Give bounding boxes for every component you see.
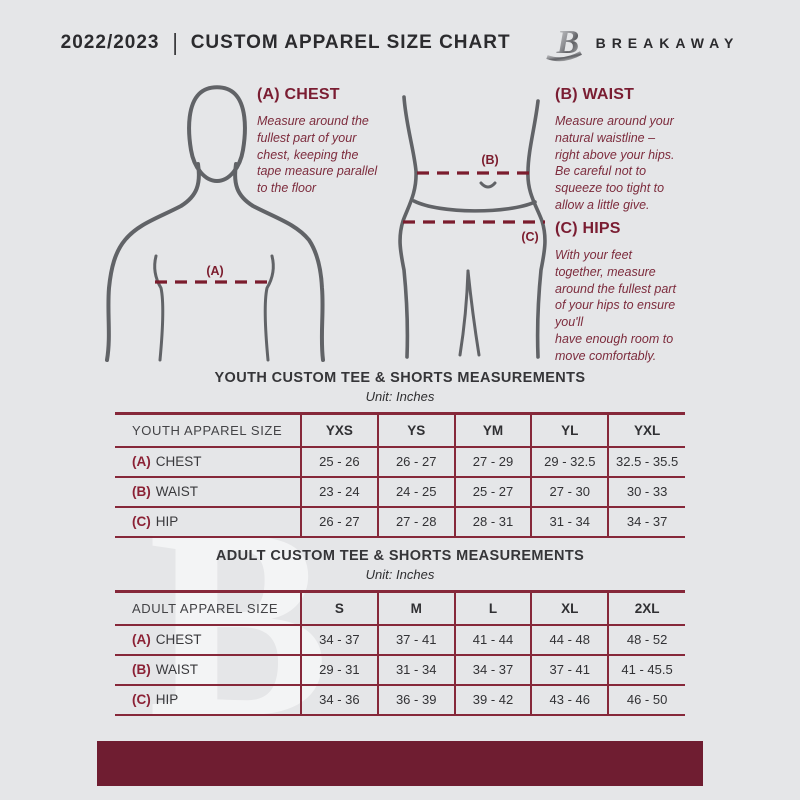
hips-heading: (C) HIPS: [555, 220, 621, 237]
youth-hip-value: 27 - 28: [376, 506, 455, 538]
youth-table-title: YOUTH CUSTOM TEE & SHORTS MEASUREMENTS: [214, 370, 586, 386]
table-row: (B) WAIST 23 - 24 24 - 25 25 - 27 27 - 30…: [115, 476, 685, 508]
youth-hip-value: 28 - 31: [453, 506, 532, 538]
row-prefix: (B): [132, 484, 151, 499]
waist-instruction-text: Measure around your natural waistline – …: [555, 114, 675, 212]
row-prefix: (B): [132, 662, 151, 677]
adult-size-table: ADULT APPAREL SIZE S M L XL 2XL (A) CHEST…: [115, 590, 685, 716]
row-prefix: (A): [132, 454, 151, 469]
chest-instruction-text: Measure around the fullest part of your …: [257, 114, 378, 195]
table-row: (C) HIP 26 - 27 27 - 28 28 - 31 31 - 34 3…: [115, 506, 685, 538]
adult-waist-value: 37 - 41: [530, 654, 609, 686]
adult-hip-label: (C) HIP: [115, 684, 301, 716]
adult-waist-value: 34 - 37: [453, 654, 532, 686]
waist-marker-label: (B): [481, 153, 498, 167]
adult-table-unit: Unit: Inches: [365, 567, 435, 582]
row-label: CHEST: [155, 454, 202, 469]
adult-waist-value: 29 - 31: [300, 654, 378, 686]
adult-waist-label: (B) WAIST: [115, 654, 301, 686]
chest-instructions: (A) CHEST Measure around the fullest par…: [257, 86, 409, 197]
youth-waist-value: 30 - 33: [607, 476, 685, 508]
chest-marker-label: (A): [206, 264, 223, 278]
youth-waist-value: 24 - 25: [376, 476, 455, 508]
adult-chest-value: 41 - 44: [453, 624, 532, 656]
youth-size-table: YOUTH APPAREL SIZE YXS YS YM YL YXL (A) C…: [115, 412, 685, 538]
adult-hip-value: 39 - 42: [453, 684, 532, 716]
youth-chest-value: 27 - 29: [453, 446, 532, 478]
brand-name: BREAKAWAY: [595, 35, 740, 51]
chest-heading: (A) CHEST: [257, 86, 340, 103]
youth-waist-label: (B) WAIST: [115, 476, 301, 508]
adult-hip-value: 34 - 36: [300, 684, 378, 716]
youth-size-section: YOUTH CUSTOM TEE & SHORTS MEASUREMENTS U…: [115, 370, 685, 538]
youth-hip-value: 26 - 27: [300, 506, 378, 538]
youth-chest-value: 32.5 - 35.5: [607, 446, 685, 478]
youth-header-row: YOUTH APPAREL SIZE YXS YS YM YL YXL: [115, 413, 685, 448]
youth-col-header: YL: [530, 413, 609, 448]
hips-instruction-text: With your feet together, measure around …: [555, 248, 676, 363]
waist-instructions: (B) WAIST Measure around your natural wa…: [555, 86, 705, 214]
header-year: 2022/2023: [60, 32, 160, 53]
row-prefix: (A): [132, 632, 151, 647]
table-row: (C) HIP 34 - 36 36 - 39 39 - 42 43 - 46 4…: [115, 684, 685, 716]
youth-chest-value: 29 - 32.5: [530, 446, 609, 478]
adult-header-row: ADULT APPAREL SIZE S M L XL 2XL: [115, 591, 685, 626]
footer-accent-bar: [97, 741, 703, 786]
row-label: CHEST: [155, 632, 202, 647]
youth-hip-value: 34 - 37: [607, 506, 685, 538]
waist-hips-figure-illustration: (B) (C): [398, 95, 547, 359]
adult-chest-value: 44 - 48: [530, 624, 609, 656]
adult-hip-value: 43 - 46: [530, 684, 609, 716]
row-label: WAIST: [155, 662, 198, 677]
youth-chest-value: 25 - 26: [300, 446, 378, 478]
header: 2022/2023 | CUSTOM APPAREL SIZE CHART B …: [0, 22, 800, 64]
youth-col-header: YM: [453, 413, 532, 448]
row-label: WAIST: [155, 484, 198, 499]
table-row: (A) CHEST 25 - 26 26 - 27 27 - 29 29 - 32…: [115, 446, 685, 478]
adult-col-header: S: [300, 591, 378, 626]
youth-col-header: YXS: [300, 413, 378, 448]
youth-waist-value: 25 - 27: [453, 476, 532, 508]
adult-chest-value: 48 - 52: [607, 624, 685, 656]
youth-col-header: YXL: [607, 413, 685, 448]
adult-col-header: 2XL: [607, 591, 685, 626]
chest-figure-illustration: (A): [105, 85, 325, 362]
hips-marker-label: (C): [521, 230, 538, 244]
table-row: (B) WAIST 29 - 31 31 - 34 34 - 37 37 - 41…: [115, 654, 685, 686]
adult-col-header: M: [376, 591, 455, 626]
row-prefix: (C): [132, 514, 151, 529]
waist-heading: (B) WAIST: [555, 86, 635, 103]
header-divider: |: [172, 29, 178, 56]
youth-col-header: YOUTH APPAREL SIZE: [115, 413, 301, 448]
youth-table-unit: Unit: Inches: [365, 389, 435, 404]
adult-waist-value: 41 - 45.5: [607, 654, 685, 686]
youth-chest-label: (A) CHEST: [115, 446, 301, 478]
breakaway-logo-icon: B: [544, 24, 582, 62]
row-label: HIP: [155, 692, 179, 707]
adult-table-title: ADULT CUSTOM TEE & SHORTS MEASUREMENTS: [215, 548, 585, 564]
adult-chest-value: 37 - 41: [376, 624, 455, 656]
youth-waist-value: 27 - 30: [530, 476, 609, 508]
adult-waist-value: 31 - 34: [376, 654, 455, 686]
youth-chest-value: 26 - 27: [376, 446, 455, 478]
adult-col-header: XL: [530, 591, 609, 626]
youth-col-header: YS: [376, 413, 455, 448]
youth-hip-label: (C) HIP: [115, 506, 301, 538]
youth-waist-value: 23 - 24: [300, 476, 378, 508]
table-row: (A) CHEST 34 - 37 37 - 41 41 - 44 44 - 48…: [115, 624, 685, 656]
row-label: HIP: [155, 514, 179, 529]
adult-col-header: ADULT APPAREL SIZE: [115, 591, 301, 626]
adult-chest-label: (A) CHEST: [115, 624, 301, 656]
row-prefix: (C): [132, 692, 151, 707]
adult-hip-value: 46 - 50: [607, 684, 685, 716]
adult-hip-value: 36 - 39: [376, 684, 455, 716]
hips-instructions: (C) HIPS With your feet together, measur…: [555, 220, 713, 364]
adult-size-section: ADULT CUSTOM TEE & SHORTS MEASUREMENTS U…: [115, 548, 685, 716]
adult-chest-value: 34 - 37: [300, 624, 378, 656]
adult-col-header: L: [453, 591, 532, 626]
youth-hip-value: 31 - 34: [530, 506, 609, 538]
page-title: CUSTOM APPAREL SIZE CHART: [190, 32, 511, 53]
